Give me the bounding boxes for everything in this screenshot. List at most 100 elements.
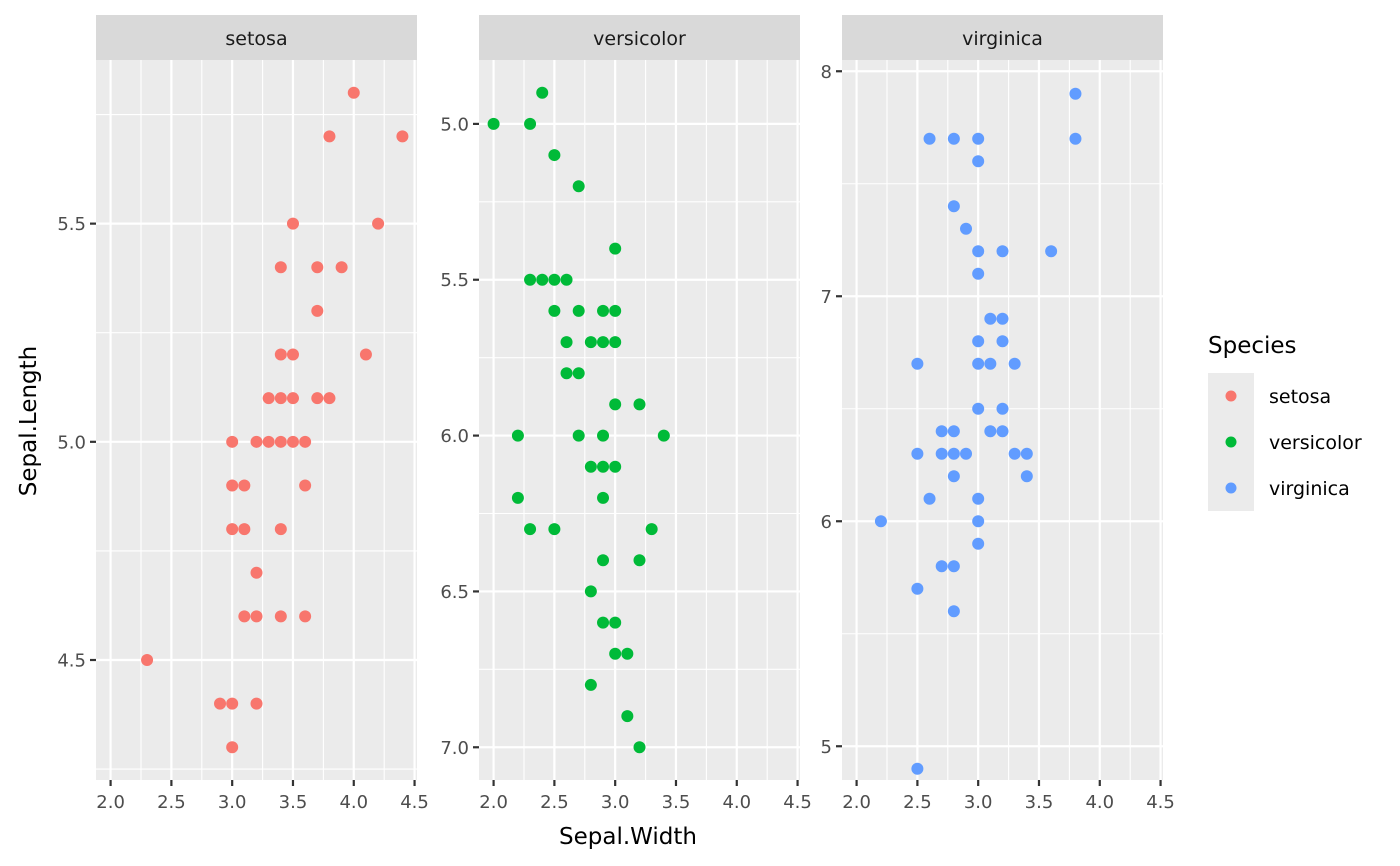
data-point-setosa <box>274 392 287 405</box>
y-tick-label: 5.5 <box>57 214 86 235</box>
strip-virginica <box>842 15 1163 60</box>
x-tick-label: 2.5 <box>540 792 569 813</box>
legend-item-virginica: virginica <box>1225 478 1350 500</box>
x-tick-label: 2.0 <box>842 792 871 813</box>
data-point-setosa <box>311 392 324 405</box>
data-point-virginica <box>911 447 924 460</box>
data-point-versicolor <box>597 616 610 629</box>
data-point-versicolor <box>572 429 585 442</box>
data-point-virginica <box>947 132 960 145</box>
strip-setosa <box>96 15 417 60</box>
data-point-setosa <box>396 130 409 143</box>
data-point-virginica <box>947 470 960 483</box>
data-point-virginica <box>1020 447 1033 460</box>
data-point-setosa <box>359 348 372 361</box>
data-point-virginica <box>972 492 985 505</box>
data-point-setosa <box>214 697 227 710</box>
data-point-setosa <box>286 392 299 405</box>
data-point-virginica <box>911 582 924 595</box>
y-tick-label: 7 <box>821 287 832 308</box>
x-tick-label: 3.0 <box>218 792 247 813</box>
data-point-versicolor <box>584 678 597 691</box>
data-point-setosa <box>299 479 312 492</box>
x-tick-label: 4.5 <box>1146 792 1175 813</box>
panel-background <box>96 60 417 780</box>
data-point-versicolor <box>524 117 537 130</box>
data-point-setosa <box>238 610 251 623</box>
data-point-setosa <box>299 435 312 448</box>
x-tick-label: 3.5 <box>662 792 691 813</box>
data-point-versicolor <box>511 491 524 504</box>
x-tick-label: 3.0 <box>601 792 630 813</box>
data-point-setosa <box>286 217 299 230</box>
y-tick-label: 6 <box>821 512 832 533</box>
data-point-setosa <box>250 610 263 623</box>
data-point-versicolor <box>645 523 658 536</box>
data-point-setosa <box>323 392 336 405</box>
data-point-setosa <box>226 479 239 492</box>
data-point-virginica <box>996 312 1009 325</box>
data-point-virginica <box>874 515 887 528</box>
data-point-setosa <box>250 697 263 710</box>
data-point-virginica <box>947 605 960 618</box>
legend-item-setosa: setosa <box>1225 386 1331 408</box>
strip-label: virginica <box>962 28 1043 50</box>
panel-background <box>842 60 1163 780</box>
data-point-virginica <box>947 425 960 438</box>
data-point-setosa <box>262 392 275 405</box>
data-point-versicolor <box>633 741 646 754</box>
x-tick-label: 4.0 <box>722 792 751 813</box>
data-point-versicolor <box>609 616 622 629</box>
data-point-versicolor <box>621 710 634 723</box>
data-point-setosa <box>226 697 239 710</box>
data-point-versicolor <box>511 429 524 442</box>
y-axis-title: Sepal.Length <box>16 346 42 496</box>
data-point-virginica <box>972 515 985 528</box>
data-point-versicolor <box>609 336 622 349</box>
data-point-virginica <box>972 155 985 168</box>
x-tick-label: 4.5 <box>400 792 429 813</box>
data-point-versicolor <box>597 460 610 473</box>
x-tick-label: 3.0 <box>964 792 993 813</box>
data-point-versicolor <box>597 429 610 442</box>
data-point-setosa <box>274 261 287 274</box>
data-point-setosa <box>311 304 324 317</box>
panel-background <box>479 60 800 780</box>
x-tick-label: 2.0 <box>479 792 508 813</box>
data-point-virginica <box>984 425 997 438</box>
data-point-virginica <box>972 335 985 348</box>
legend-label: versicolor <box>1269 432 1362 454</box>
data-point-setosa <box>372 217 385 230</box>
y-tick-label: 7.0 <box>440 738 469 759</box>
data-point-setosa <box>262 435 275 448</box>
data-point-setosa <box>250 435 263 448</box>
data-point-versicolor <box>584 460 597 473</box>
data-point-setosa <box>226 435 239 448</box>
data-point-virginica <box>972 402 985 415</box>
data-point-versicolor <box>548 149 561 162</box>
data-point-virginica <box>996 245 1009 258</box>
y-tick-label: 5.5 <box>440 270 469 291</box>
data-point-setosa <box>274 435 287 448</box>
data-point-setosa <box>141 654 154 666</box>
legend-item-versicolor: versicolor <box>1225 432 1362 454</box>
data-point-versicolor <box>524 273 537 286</box>
data-point-setosa <box>238 523 251 536</box>
strip-label: setosa <box>225 28 287 50</box>
data-point-virginica <box>935 447 948 460</box>
data-point-virginica <box>911 357 924 370</box>
x-tick-label: 2.0 <box>96 792 125 813</box>
legend: Species setosa versicolor virginica <box>1208 333 1362 511</box>
data-point-virginica <box>984 357 997 370</box>
data-point-virginica <box>972 132 985 145</box>
data-point-versicolor <box>572 304 585 317</box>
data-point-versicolor <box>524 523 537 536</box>
data-point-versicolor <box>597 491 610 504</box>
data-point-versicolor <box>633 398 646 411</box>
data-point-versicolor <box>487 117 500 130</box>
strip-versicolor <box>479 15 800 60</box>
data-point-setosa <box>250 566 263 579</box>
data-point-virginica <box>996 425 1009 438</box>
